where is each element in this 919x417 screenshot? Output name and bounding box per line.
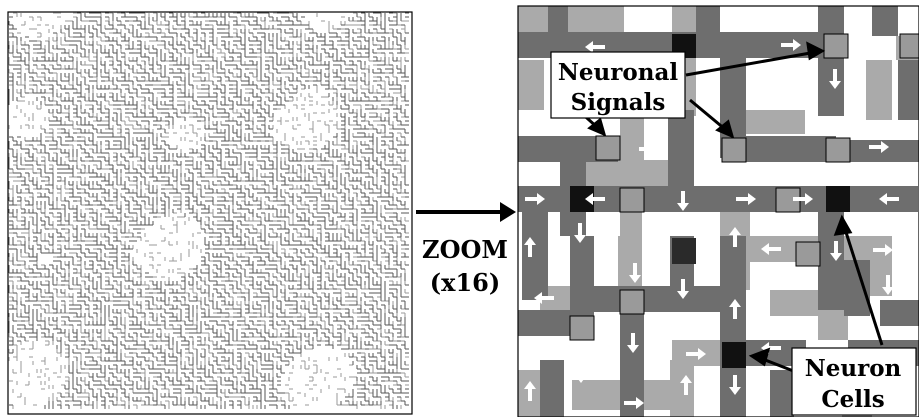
direction-arrow — [524, 237, 536, 257]
direction-arrow — [680, 375, 692, 395]
neuronal-signal — [899, 33, 919, 59]
direction-arrow — [830, 241, 842, 261]
direction-arrow — [869, 141, 889, 153]
callout-cells-line1: Neuron — [805, 355, 902, 382]
direction-arrow — [697, 143, 717, 155]
direction-arrow — [627, 333, 639, 353]
direction-arrow — [829, 69, 841, 89]
callout-neuron-cells: Neuron Cells — [791, 347, 917, 416]
direction-arrow — [761, 243, 781, 255]
direction-arrow — [574, 223, 586, 243]
neuronal-signal — [619, 289, 645, 315]
neuron-cell — [722, 342, 746, 368]
callout-neuronal-signals: Neuronal Signals — [550, 51, 686, 119]
direction-arrow — [639, 143, 659, 155]
neuronal-signal — [721, 137, 747, 163]
overview-dark-strokes — [8, 12, 409, 409]
direction-arrow — [597, 242, 617, 254]
direction-arrow — [736, 193, 756, 205]
neuronal-signal — [619, 187, 645, 213]
callout-signals-line1: Neuronal — [558, 59, 678, 86]
direction-arrow — [534, 292, 554, 304]
neuron-cell — [826, 186, 850, 212]
direction-arrow — [585, 41, 605, 53]
callout-lines — [576, 41, 884, 374]
zoomed-panel: Neuronal Signals Neuron Cells — [517, 5, 919, 417]
neuronal-signal — [823, 33, 849, 59]
signal-direction-arrows — [524, 39, 899, 409]
callout-signals-line2: Signals — [571, 89, 666, 116]
direction-arrow — [729, 375, 741, 395]
direction-arrow — [575, 363, 587, 383]
direction-arrow — [882, 275, 894, 295]
callout-cells-line2: Cells — [821, 386, 884, 413]
neuronal-signals — [569, 33, 919, 341]
direction-arrow — [525, 193, 545, 205]
zoom-label: ZOOM — [422, 235, 508, 264]
neuronal-signal — [825, 137, 851, 163]
direction-arrow — [686, 348, 706, 360]
overview-texture — [8, 12, 409, 409]
direction-arrow — [729, 227, 741, 247]
direction-arrow — [677, 279, 689, 299]
neuron-cells — [570, 34, 850, 368]
overview-light-strokes — [8, 12, 409, 409]
neuron-cell — [672, 238, 696, 264]
neuronal-signal — [595, 135, 621, 161]
direction-arrow — [585, 193, 605, 205]
direction-arrow — [879, 193, 899, 205]
direction-arrow — [624, 397, 644, 409]
overview-panel — [7, 11, 413, 415]
direction-arrow — [781, 39, 801, 51]
direction-arrow — [677, 191, 689, 211]
direction-arrow — [729, 299, 741, 319]
neuronal-signal — [795, 241, 821, 267]
direction-arrow — [524, 381, 536, 401]
direction-arrow — [873, 244, 893, 256]
zoom-arrow — [416, 202, 516, 222]
neuronal-signal — [569, 315, 595, 341]
direction-arrow — [793, 193, 813, 205]
zoom-factor-label: (x16) — [430, 268, 500, 297]
direction-arrow — [629, 263, 641, 283]
